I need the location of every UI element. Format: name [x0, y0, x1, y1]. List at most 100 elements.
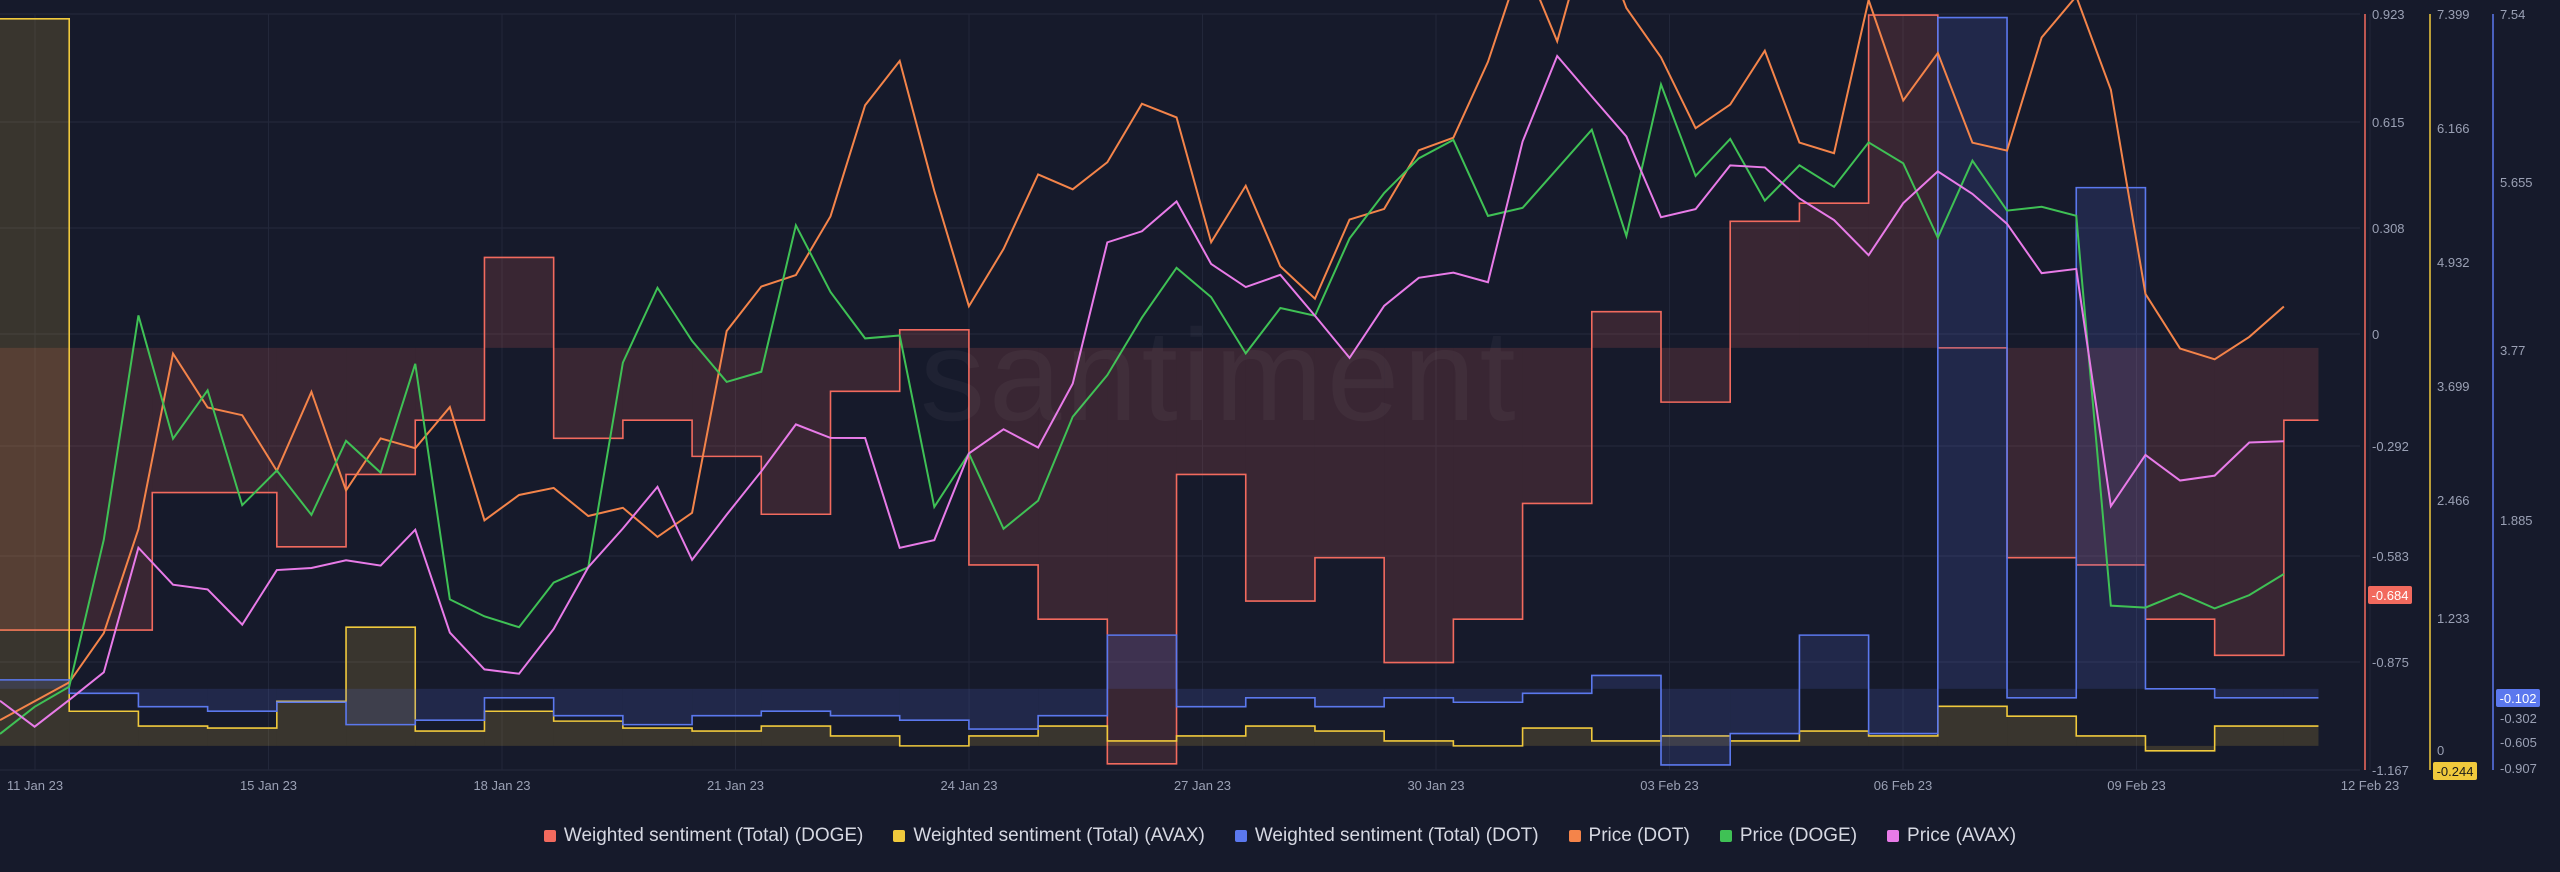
sentiment-bar: [1868, 688, 1938, 734]
y-tick-label: 5.655: [2500, 175, 2533, 190]
sentiment-bar: [1522, 347, 1592, 504]
current-value-badge: [2496, 689, 2540, 707]
y-tick-label: 1.233: [2437, 611, 2470, 626]
y-tick-label: -0.605: [2500, 735, 2537, 750]
sentiment-bar: [692, 347, 762, 457]
sentiment-bar: [1453, 347, 1523, 620]
legend-item[interactable]: Price (AVAX): [1887, 825, 2016, 847]
sentiment-bar: [1522, 688, 1592, 694]
sentiment-bar: [484, 711, 554, 746]
y-tick-label: -0.875: [2372, 655, 2409, 670]
sentiment-bar: [761, 688, 831, 712]
x-tick-label: 27 Jan 23: [1174, 778, 1231, 793]
legend-swatch: [1887, 830, 1900, 842]
sentiment-step-line: [0, 16, 2319, 766]
sentiment-bar: [553, 347, 623, 439]
legend-item[interactable]: Price (DOGE): [1719, 825, 1857, 847]
legend-item[interactable]: Weighted sentiment (Total) (AVAX): [893, 825, 1205, 847]
sentiment-bar: [2145, 745, 2215, 751]
sentiment-bar: [2007, 347, 2077, 558]
sentiment-bar: [1660, 688, 1731, 765]
sentiment-bar: [1038, 688, 1108, 716]
sentiment-bar: [346, 627, 416, 746]
current-value-label: -0.684: [2372, 588, 2409, 603]
sentiment-bar: [2214, 726, 2284, 746]
legend-item[interactable]: Weighted sentiment (Total) (DOGE): [543, 825, 864, 847]
sentiment-bar: [553, 721, 623, 746]
x-tick-label: 12 Feb 23: [2341, 778, 2400, 793]
sentiment-bar: [1937, 17, 2008, 689]
y-tick-label: 0.923: [2372, 7, 2405, 22]
legend-swatch: [893, 830, 906, 842]
x-tick-label: 11 Jan 23: [7, 778, 63, 793]
sentiment-bar: [1384, 740, 1454, 746]
y-tick-label: 2.466: [2437, 493, 2470, 508]
price-line: [0, 54, 2284, 728]
sentiment-bar: [1799, 203, 1869, 348]
sentiment-bar: [1730, 688, 1800, 734]
sentiment-bar: [69, 711, 139, 746]
sentiment-bar: [622, 728, 693, 746]
legend-item[interactable]: Price (DOT): [1568, 825, 1690, 847]
sentiment-bar: [484, 257, 554, 348]
sentiment-bar: [1038, 347, 1108, 620]
sentiment-bar: [1107, 347, 1177, 764]
sentiment-bar: [1314, 731, 1385, 746]
y-tick-label: -0.583: [2372, 549, 2409, 564]
sentiment-bar: [152, 347, 277, 493]
legend-swatch: [543, 830, 556, 842]
sentiment-bar: [2214, 688, 2284, 698]
sentiment-bar: [2145, 347, 2215, 620]
sentiment-bar: [1245, 688, 1315, 698]
legend-label: Weighted sentiment (Total) (AVAX): [913, 825, 1205, 846]
sentiment-bar: [1660, 347, 1731, 403]
sentiment-bar: [2076, 187, 2146, 689]
legend-item[interactable]: Weighted sentiment (Total) (DOT): [1234, 825, 1539, 847]
sentiment-bar: [1591, 675, 1661, 689]
legend-swatch: [1719, 830, 1732, 842]
legend-label: Price (DOT): [1588, 825, 1690, 846]
y-tick-label: -0.302: [2500, 711, 2537, 726]
sentiment-bar: [138, 726, 208, 746]
legend-label: Weighted sentiment (Total) (DOT): [1254, 825, 1539, 846]
sentiment-bar: [138, 688, 208, 707]
legend-swatch: [1234, 830, 1247, 842]
y-tick-label: -0.907: [2500, 761, 2537, 776]
legend: Weighted sentiment (Total) (DOGE) Weighte…: [0, 818, 2560, 854]
legend-swatch: [1568, 830, 1581, 842]
current-value-badge: [2433, 762, 2477, 780]
legend-label: Weighted sentiment (Total) (DOGE): [563, 825, 864, 846]
sentiment-bar: [1591, 311, 1661, 348]
sentiment-bar: [1937, 706, 2008, 746]
sentiment-bar: [968, 735, 1039, 746]
y-tick-label: 3.699: [2437, 379, 2470, 394]
sentiment-bar: [346, 688, 416, 725]
current-value-badge: [2368, 586, 2412, 604]
sentiment-bar: [968, 688, 1039, 730]
watermark: santiment: [920, 300, 1520, 450]
x-tick-label: 06 Feb 23: [1874, 778, 1933, 793]
sentiment-bar: [1245, 726, 1315, 746]
sentiment-bar: [1453, 688, 1523, 703]
sentiment-bar: [207, 728, 277, 746]
sentiment-bar: [1799, 635, 1869, 689]
sentiment-bar: [899, 329, 969, 348]
sentiment-bar: [1176, 347, 1246, 475]
sentiment-bar: [484, 688, 554, 698]
sentiment-bar: [761, 726, 831, 746]
sentiment-bar: [1799, 731, 1869, 746]
sentiment-bar: [69, 688, 139, 694]
sentiment-bar: [1176, 735, 1246, 746]
sentiment-bar: [692, 688, 762, 716]
sentiment-bar: [1176, 688, 1246, 707]
x-tick-label: 03 Feb 23: [1640, 778, 1699, 793]
sentiment-bar: [2283, 726, 2319, 746]
sentiment-bar: [1384, 688, 1454, 698]
sentiment-bar: [2076, 735, 2146, 746]
y-tick-label: 3.77: [2500, 343, 2525, 358]
sentiment-bar: [1591, 740, 1661, 746]
y-tick-label: 4.932: [2437, 255, 2470, 270]
x-tick-label: 09 Feb 23: [2107, 778, 2166, 793]
